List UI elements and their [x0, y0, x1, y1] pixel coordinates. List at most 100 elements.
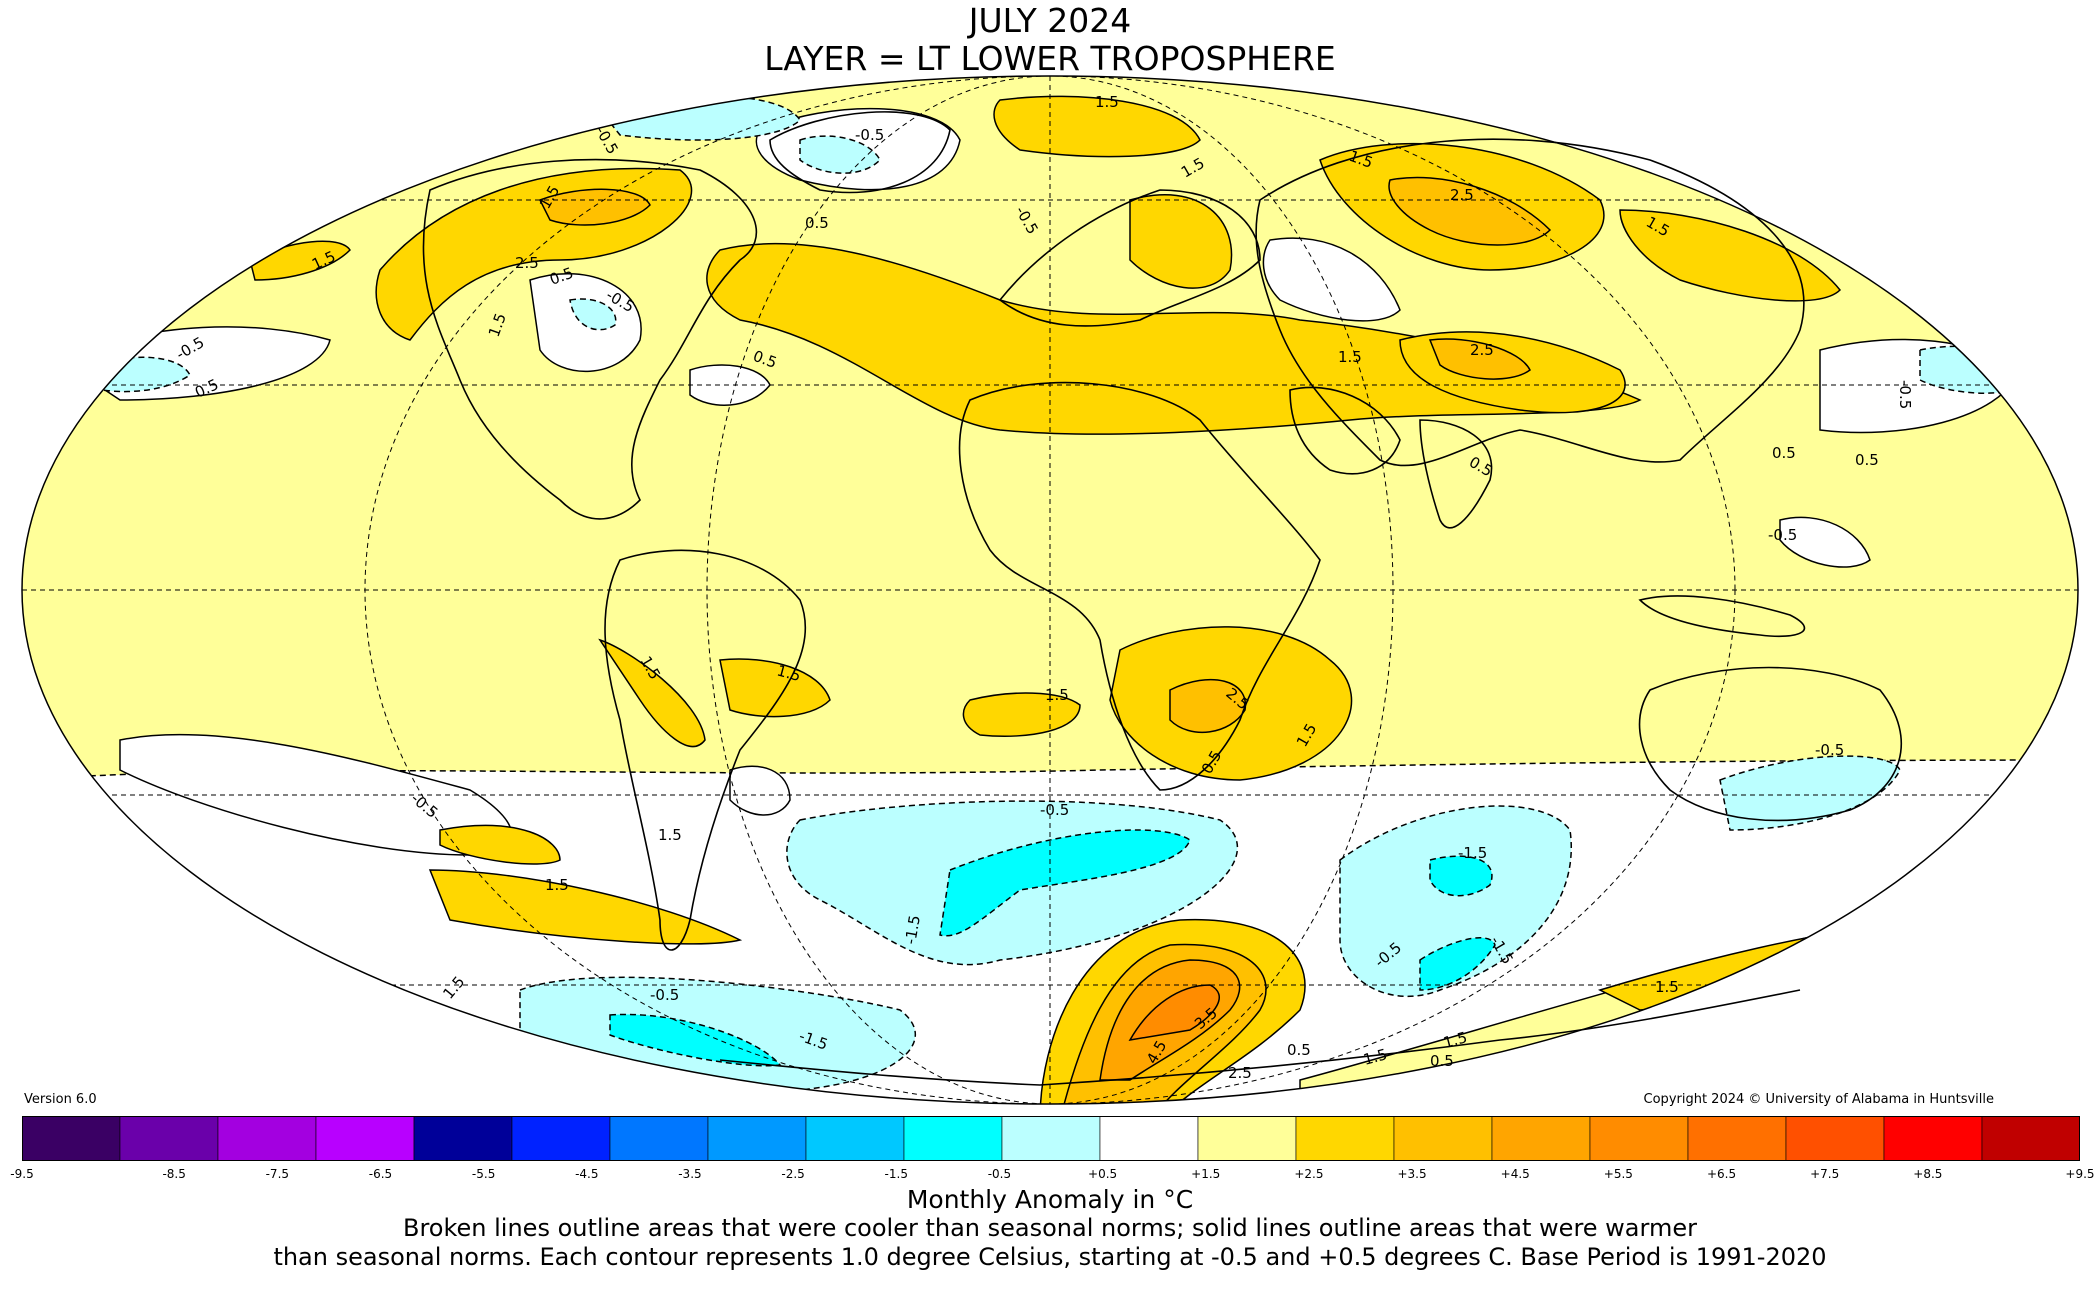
color-scale-segment [119, 1116, 219, 1161]
coast-greenland [769, 111, 951, 194]
contour-label: -1.5 [1458, 844, 1487, 862]
color-scale-segment [1687, 1116, 1787, 1161]
color-scale-tick-label: +3.5 [1397, 1167, 1427, 1181]
coast-africa [958, 381, 1321, 791]
coast-europe [998, 189, 1261, 327]
color-scale-tick-label: -5.5 [471, 1167, 496, 1181]
color-scale-segment [609, 1116, 709, 1161]
region-warm-brazil [719, 658, 831, 718]
contour-label: -0.5 [650, 986, 679, 1004]
color-scale-tick-label: -9.5 [10, 1167, 34, 1181]
map-title: JULY 2024 [968, 1, 1132, 40]
color-scale-tick-label: +1.5 [1191, 1167, 1221, 1181]
region-cool-tasman [1719, 755, 1901, 831]
color-scale-segment [1883, 1116, 1983, 1161]
color-scale-tick-label: +8.5 [1913, 1167, 1943, 1181]
color-scale-tick-label: -4.5 [575, 1167, 599, 1181]
color-scale-tick-label: -3.5 [678, 1167, 702, 1181]
color-scale-segment [1491, 1116, 1591, 1161]
contour-label: 2.5 [1470, 341, 1494, 359]
meridian-60 [706, 76, 1394, 1104]
contour-label: -0.5 [1040, 801, 1069, 819]
region-cool-south-atlantic-core [939, 829, 1191, 937]
color-scale-bar [22, 1116, 2080, 1161]
coast-australia [1638, 666, 1903, 822]
version-label: Version 6.0 [24, 1092, 97, 1107]
coast-indonesia [1638, 595, 1806, 638]
coast-india [1419, 419, 1493, 529]
contour-label: 1.5 [1655, 978, 1679, 996]
color-scale-segment [217, 1116, 317, 1161]
contour-label: 1.5 [658, 826, 682, 844]
contour-label: 1.5 [545, 876, 569, 894]
contour-label: 1.5 [1045, 686, 1069, 704]
contour-label: 0.5 [1430, 1052, 1454, 1070]
region-warm-south-pacific [439, 824, 561, 865]
colorbar-title: Monthly Anomaly in °C [906, 1185, 1194, 1214]
region-cool-pacific-nw [1919, 345, 2041, 394]
region-cool-usa [569, 298, 617, 331]
contour-label: 1.5 [1361, 1045, 1389, 1069]
coast-south-america [604, 549, 806, 951]
contour-label: -1.5 [901, 914, 924, 946]
region-neutral-pacific-w [1779, 516, 1871, 568]
region-warm-east-siberia [1619, 209, 1842, 302]
region-warm-siberia-core [1388, 176, 1552, 246]
contour-label: -0.5 [1896, 380, 1914, 409]
contour-label: 1.5 [1441, 1028, 1469, 1052]
continent-outlines [422, 111, 1903, 1086]
color-scale-tick-labels: -9.5 -8.5 -7.5 -6.5 -5.5 -4.5 -3.5 -2.5 -1.5 -0.5… [0, 1167, 2100, 1183]
region-cool-arctic [598, 95, 801, 141]
color-scale-segment [511, 1116, 611, 1161]
color-scale-segment [1981, 1116, 2080, 1161]
color-scale-segment [315, 1116, 415, 1161]
region-cool-south-indian-core-2 [1419, 937, 1496, 991]
contour-label: -0.5 [1815, 741, 1844, 759]
color-scale-outline [22, 1116, 2080, 1161]
color-scale-tick-label: -6.5 [368, 1167, 393, 1181]
coast-asia [1255, 138, 1805, 467]
region-neutral-patagonia [729, 765, 791, 816]
contour-label: 2.5 [515, 254, 539, 272]
color-scale-segment [22, 1116, 121, 1161]
color-scale-tick-label: +6.5 [1706, 1167, 1737, 1181]
meridian-120 [364, 76, 1736, 1104]
coast-arabia-india [1289, 386, 1401, 475]
legend-note-line-1: Broken lines outline areas that were coo… [403, 1214, 1697, 1242]
color-scale-segment [1099, 1116, 1199, 1161]
region-neutral-east-europe [1262, 237, 1401, 322]
coast-north-america [422, 158, 758, 520]
color-scale-tick-label: +5.5 [1603, 1167, 1633, 1181]
contour-label: 1.5 [1095, 93, 1119, 111]
copyright-label: Copyright 2024 © University of Alabama i… [1643, 1092, 1994, 1107]
color-scale-segment [1393, 1116, 1493, 1161]
contour-label: 2.5 [1450, 186, 1474, 204]
contour-label: -0.5 [855, 126, 884, 144]
color-scale-segment [1295, 1116, 1395, 1161]
map-frame [21, 75, 2079, 1105]
color-scale-segment [1785, 1116, 1885, 1161]
color-scale-segment [707, 1116, 807, 1161]
region-cool-ross-core [609, 1013, 782, 1067]
map-subtitle: LAYER = LT LOWER TROPOSPHERE [764, 39, 1336, 78]
region-warm-tibet [1428, 338, 1531, 380]
contour-label: 0.5 [1855, 451, 1879, 469]
color-scale-tick-label: +7.5 [1810, 1167, 1840, 1181]
color-scale-segment [1197, 1116, 1297, 1161]
color-scale-segment [1589, 1116, 1689, 1161]
color-scale-tick-label: +9.5 [2065, 1167, 2095, 1181]
region-warm-europe [1129, 194, 1233, 289]
contour-label: 2.5 [1228, 1064, 1252, 1082]
region-warm-south-atlantic [962, 692, 1081, 737]
region-warm-canada-core [538, 188, 651, 226]
color-scale-segment [805, 1116, 905, 1161]
contour-label: -0.5 [1768, 526, 1797, 544]
color-scale-segment [903, 1116, 1003, 1161]
region-warm-antarctic-4 [1128, 984, 1220, 1041]
contour-label: 1.5 [1338, 348, 1362, 366]
region-cool-south-indian-core [1429, 855, 1493, 897]
color-scale-tick-label: +2.5 [1294, 1167, 1324, 1181]
region-cool-greenland [799, 135, 881, 174]
contour-label: 0.5 [805, 214, 829, 232]
